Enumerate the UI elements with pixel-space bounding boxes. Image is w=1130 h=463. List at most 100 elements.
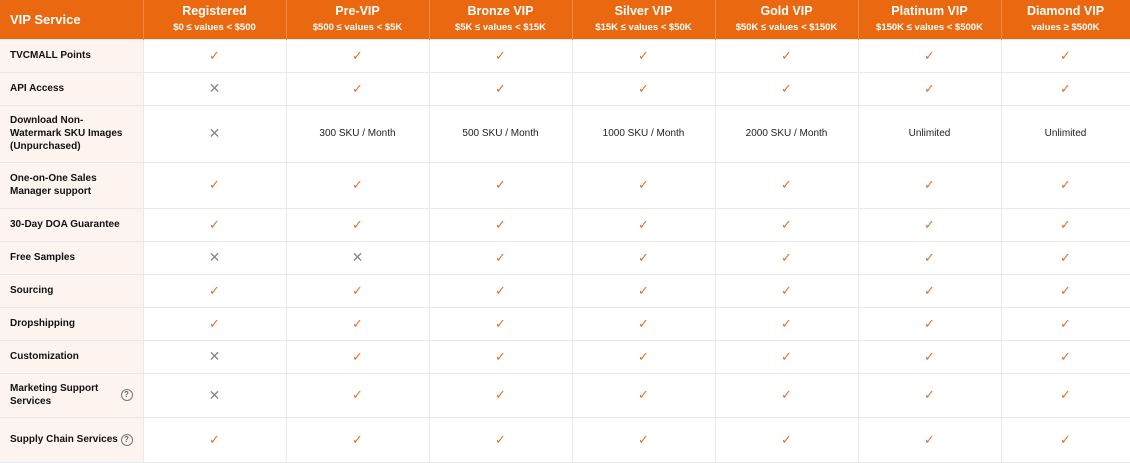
header-row: VIP Service Registered $0 ≤ values < $500…: [0, 0, 1130, 39]
service-label: Dropshipping: [10, 318, 75, 329]
table-row: Customization ✕ ✓ ✓ ✓ ✓ ✓ ✓: [0, 339, 1130, 374]
tier-header-pre-vip: Pre-VIP $500 ≤ values < $5K: [286, 0, 430, 39]
table-cell: ✓: [857, 306, 1002, 341]
help-icon[interactable]: ?: [120, 389, 133, 401]
service-label: API Access: [10, 83, 65, 94]
check-icon: ✓: [924, 80, 935, 96]
table-cell: ✓: [428, 273, 573, 308]
table-cell: ✓: [714, 372, 859, 418]
table-cell: ✓: [1000, 273, 1130, 308]
table-cell: ✓: [142, 38, 287, 73]
table-cell: ✕: [285, 240, 430, 275]
check-icon: ✓: [209, 282, 220, 298]
check-icon: ✓: [352, 80, 363, 96]
table-cell: ✓: [571, 416, 716, 463]
cell-value: Unlimited: [1044, 128, 1087, 139]
check-icon: ✓: [495, 216, 506, 232]
table-cell: ✓: [428, 161, 573, 209]
table-cell: ✓: [857, 207, 1002, 242]
table-cell: ✓: [714, 240, 859, 275]
check-icon: ✓: [209, 315, 220, 331]
table-cell: ✕: [142, 339, 287, 374]
check-icon: ✓: [495, 249, 506, 265]
table-cell: ✓: [571, 207, 716, 242]
check-icon: ✓: [209, 177, 220, 192]
table-cell: ✓: [571, 372, 716, 418]
check-icon: ✓: [924, 431, 935, 447]
service-label: 30-Day DOA Guarantee: [10, 219, 120, 230]
table-cell: ✓: [285, 38, 430, 73]
table-cell: ✓: [142, 306, 287, 341]
table-cell: ✓: [857, 71, 1002, 106]
check-icon: ✓: [781, 348, 792, 364]
check-icon: ✓: [352, 315, 363, 331]
check-icon: ✓: [638, 315, 649, 331]
cell-value: 2000 SKU / Month: [745, 128, 828, 139]
table-cell: ✓: [571, 38, 716, 73]
help-icon[interactable]: ?: [120, 433, 133, 446]
check-icon: ✓: [924, 47, 935, 63]
check-icon: ✓: [781, 177, 792, 192]
check-icon: ✓: [209, 47, 220, 63]
vip-service-header: VIP Service: [0, 0, 144, 39]
tier-range: $5K ≤ values < $15K: [454, 21, 547, 33]
check-icon: ✓: [209, 431, 220, 447]
service-label: TVCMALL Points: [10, 50, 91, 61]
check-icon: ✓: [495, 387, 506, 402]
table-cell: ✓: [714, 273, 859, 308]
check-icon: ✓: [924, 177, 935, 192]
check-icon: ✓: [209, 216, 220, 232]
check-icon: ✓: [1060, 177, 1071, 192]
table-cell: ✓: [1000, 71, 1130, 106]
table-cell: ✓: [142, 207, 287, 242]
check-icon: ✓: [1060, 348, 1071, 364]
table-cell: ✓: [1000, 240, 1130, 275]
table-cell: 300 SKU / Month: [285, 104, 430, 163]
check-icon: ✓: [352, 387, 363, 402]
check-icon: ✓: [495, 177, 506, 192]
service-label-cell: TVCMALL Points: [0, 38, 144, 73]
check-icon: ✓: [638, 348, 649, 364]
table-cell: ✓: [428, 372, 573, 418]
check-icon: ✓: [924, 387, 935, 402]
check-icon: ✓: [495, 47, 506, 63]
table-cell: ✕: [142, 240, 287, 275]
check-icon: ✓: [638, 431, 649, 447]
check-icon: ✓: [352, 216, 363, 232]
table-cell: ✓: [714, 339, 859, 374]
table-cell: ✓: [571, 339, 716, 374]
tier-header-registered: Registered $0 ≤ values < $500: [143, 0, 287, 39]
check-icon: ✓: [638, 249, 649, 265]
service-label-cell: Free Samples: [0, 240, 144, 275]
table-row: Supply Chain Services? ✓ ✓ ✓ ✓ ✓ ✓ ✓: [0, 416, 1130, 463]
table-cell: ✓: [142, 273, 287, 308]
check-icon: ✓: [495, 348, 506, 364]
table-cell: ✓: [428, 339, 573, 374]
service-label: Supply Chain Services: [10, 434, 118, 445]
check-icon: ✓: [352, 177, 363, 192]
service-label: Customization: [10, 351, 79, 362]
table-cell: ✓: [714, 71, 859, 106]
table-row: Marketing Support Services? ✕ ✓ ✓ ✓ ✓ ✓ ✓: [0, 372, 1130, 418]
check-icon: ✓: [495, 431, 506, 447]
table-cell: ✓: [1000, 372, 1130, 418]
check-icon: ✓: [638, 47, 649, 63]
check-icon: ✓: [352, 348, 363, 364]
table-row: Download Non-Watermark SKU Images (Unpur…: [0, 104, 1130, 163]
table-cell: Unlimited: [1000, 104, 1130, 163]
table-cell: 1000 SKU / Month: [571, 104, 716, 163]
table-cell: ✓: [1000, 161, 1130, 209]
check-icon: ✓: [781, 80, 792, 96]
table-cell: ✕: [142, 71, 287, 106]
table-cell: ✓: [428, 240, 573, 275]
table-cell: ✓: [285, 416, 430, 463]
tier-header-gold-vip: Gold VIP $50K ≤ values < $150K: [715, 0, 859, 39]
service-label-cell: Marketing Support Services?: [0, 372, 144, 418]
check-icon: ✓: [495, 80, 506, 96]
check-icon: ✓: [781, 282, 792, 298]
table-cell: ✓: [285, 71, 430, 106]
check-icon: ✓: [1060, 249, 1071, 265]
check-icon: ✓: [924, 249, 935, 265]
table-cell: ✓: [857, 273, 1002, 308]
